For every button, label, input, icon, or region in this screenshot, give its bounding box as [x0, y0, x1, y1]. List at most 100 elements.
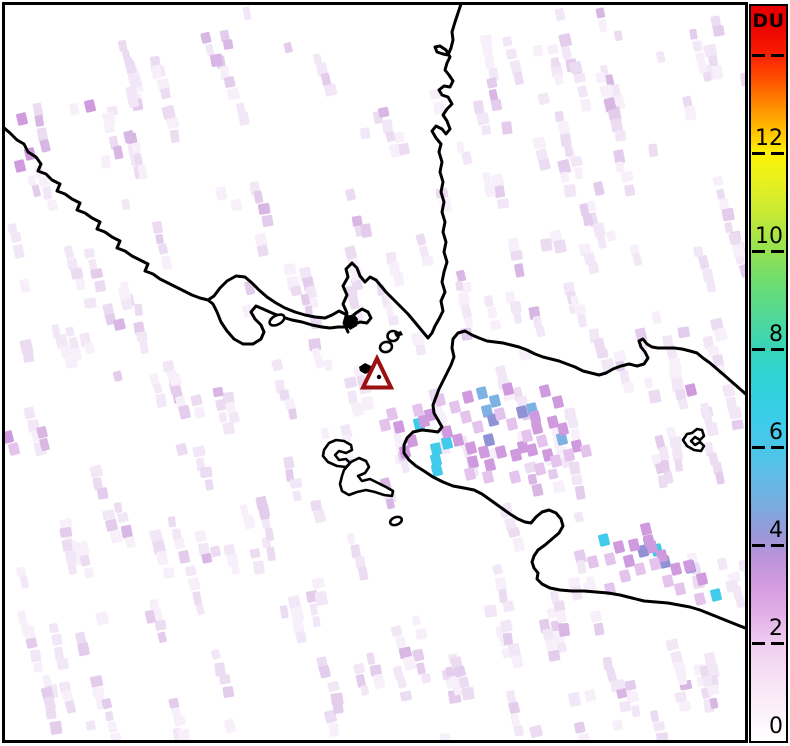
data-cell	[557, 422, 569, 436]
colorbar: DU 0 2 4 6 8 10 12	[749, 4, 788, 743]
colorbar-tick	[752, 250, 765, 253]
data-cell	[531, 421, 543, 435]
data-cell	[547, 415, 559, 429]
data-cell	[441, 425, 453, 439]
data-cells-layer	[5, 99, 722, 606]
data-cell	[452, 433, 464, 447]
data-cell	[683, 559, 695, 573]
data-cell	[649, 557, 661, 571]
data-cell	[476, 386, 488, 400]
data-cell	[550, 454, 562, 468]
data-cell	[441, 436, 453, 450]
data-cell	[628, 538, 640, 552]
colorbar-tick	[752, 544, 765, 547]
island-dot-islet-in-triangle	[376, 374, 382, 380]
data-cell	[521, 429, 533, 443]
data-cell	[637, 544, 649, 558]
data-cell	[536, 434, 548, 448]
colorbar-tick-label: 10	[755, 224, 783, 249]
coastline-south-coast	[402, 329, 745, 630]
island-island-sw-1	[321, 438, 354, 469]
island-island-east-hook	[681, 427, 706, 453]
colorbar-tick-label: 8	[769, 322, 783, 347]
data-cell	[694, 592, 706, 606]
data-cell	[587, 555, 599, 569]
data-cell	[418, 414, 430, 428]
data-cell	[482, 470, 494, 484]
colorbar-unit-label: DU	[752, 10, 785, 32]
data-cell	[509, 470, 521, 484]
colorbar-tick	[752, 642, 765, 645]
data-cell	[449, 400, 461, 414]
data-cell	[646, 540, 658, 554]
colorbar-tick	[752, 54, 765, 57]
data-cell	[478, 445, 490, 459]
colorbar-tick	[752, 152, 765, 155]
colorbar-tick	[771, 642, 784, 645]
data-cell	[571, 439, 583, 453]
data-cell	[552, 395, 564, 409]
data-cell	[483, 433, 495, 447]
coastline-headland-and-north-coast	[341, 5, 463, 340]
colorbar-tick	[771, 152, 784, 155]
data-cell	[16, 112, 28, 126]
data-cell	[710, 588, 722, 602]
data-cell	[484, 458, 496, 472]
data-cell	[460, 410, 472, 424]
data-cell	[510, 448, 522, 462]
data-cell	[489, 394, 501, 408]
data-cell	[412, 403, 424, 417]
colorbar-tick-label: 6	[769, 420, 783, 445]
colorbar-tick	[771, 348, 784, 351]
data-cell	[14, 159, 26, 173]
data-cell	[670, 562, 682, 576]
data-cell	[465, 441, 477, 455]
colorbar-tick-label: 12	[755, 126, 783, 151]
colorbar-tick	[771, 54, 784, 57]
data-cell	[430, 442, 442, 456]
colorbar-tick	[771, 446, 784, 449]
colorbar-tick	[752, 348, 765, 351]
data-cell	[495, 445, 507, 459]
colorbar-tick-label: 0	[769, 714, 783, 739]
data-cell	[481, 404, 493, 418]
colorbar-tick	[771, 250, 784, 253]
volcano-marker-icon	[359, 353, 395, 390]
data-cell	[619, 569, 631, 583]
data-cell	[8, 442, 20, 456]
island-tiny-dash-islet	[394, 331, 403, 337]
island-bay-mouth-islet-2	[378, 340, 394, 354]
data-cell	[84, 99, 96, 113]
data-cell	[467, 455, 479, 469]
data-cell	[386, 407, 398, 421]
data-cell	[494, 407, 506, 421]
data-cell	[393, 420, 405, 434]
data-cell	[431, 463, 443, 477]
island-spit-end-blob	[345, 314, 358, 330]
data-cell	[517, 440, 529, 454]
data-cell	[604, 552, 616, 566]
data-cell	[516, 405, 528, 419]
data-cell	[539, 384, 551, 398]
data-cell	[662, 574, 674, 588]
island-island-sw-2	[338, 456, 395, 498]
coastline-nw-coast-and-promontory	[5, 126, 373, 346]
island-islet-south	[388, 515, 404, 527]
data-cell	[464, 467, 476, 481]
colorbar-tick-label: 2	[769, 616, 783, 641]
data-cell	[472, 420, 484, 434]
data-cell	[580, 444, 592, 458]
data-cell	[640, 522, 652, 536]
data-cell	[623, 554, 635, 568]
colorbar-tick-label: 4	[769, 518, 783, 543]
data-cell	[696, 572, 708, 586]
data-cell	[502, 382, 514, 396]
data-cell	[656, 549, 668, 563]
data-cell	[613, 540, 625, 554]
data-cell	[5, 430, 14, 444]
data-cell	[506, 417, 518, 431]
data-cell	[563, 448, 575, 462]
data-cell	[598, 533, 610, 547]
